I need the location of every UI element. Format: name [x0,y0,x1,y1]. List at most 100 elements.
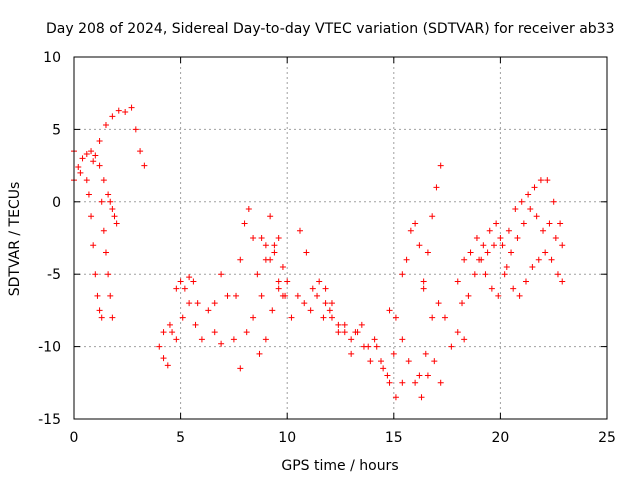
x-tick-label: 0 [70,430,79,446]
data-point [115,107,122,114]
data-point [418,394,425,401]
data-point [250,314,257,321]
data-point [254,271,261,278]
data-point [164,362,171,369]
data-point [365,343,372,350]
data-point [205,307,212,314]
data-point [341,329,348,336]
data-point [105,271,112,278]
data-point [275,285,282,292]
data-point [271,242,278,249]
data-point [335,321,342,328]
series-arc-f [160,300,225,347]
series-arc-p [420,162,444,292]
data-point [322,285,329,292]
data-point [550,198,557,205]
data-point [100,177,107,184]
data-point [137,148,144,155]
data-point [113,220,120,227]
data-point [403,256,410,263]
data-point [307,307,314,314]
data-point [378,358,385,365]
data-point [122,109,129,116]
x-tick-label: 5 [176,430,185,446]
data-point [218,340,225,347]
data-point [160,355,167,362]
data-point [454,278,461,285]
data-point [527,206,534,213]
data-point [471,271,478,278]
data-point [186,300,193,307]
data-point [473,235,480,241]
series-arc-a [71,104,148,184]
data-point [262,336,269,343]
data-point [156,343,163,350]
data-point [173,336,180,343]
data-point [516,292,523,299]
x-axis-label: GPS time / hours [281,458,398,474]
data-point [98,314,105,321]
data-point [258,292,265,299]
data-point [250,235,257,241]
data-point [335,329,342,336]
data-point [416,242,423,249]
data-point [488,285,495,292]
data-point [88,213,95,220]
data-point [96,307,103,314]
data-point [279,263,286,270]
data-point [275,235,282,241]
y-tick-label: 10 [43,50,61,66]
data-point [96,162,103,169]
data-point [352,329,359,336]
series-arc-k [296,227,355,343]
data-point [301,300,308,307]
series-arc-j [275,285,333,321]
data-point [465,292,472,299]
data-point [510,285,517,292]
data-point [461,256,468,263]
series-arc-b [71,148,120,227]
data-point [88,148,95,155]
data-point [484,249,491,256]
data-point [316,278,323,285]
data-point [92,152,99,159]
data-point [348,336,355,343]
data-point [386,379,393,386]
data-point [303,249,310,256]
data-point [256,350,263,357]
data-point [435,300,442,307]
series-arc-g [211,271,276,372]
data-point [441,314,448,321]
data-point [100,227,107,234]
data-point [384,372,391,379]
data-point [288,314,295,321]
chart-title: Day 208 of 2024, Sidereal Day-to-day VTE… [46,21,615,37]
series-arc-n [386,307,444,401]
data-point [237,256,244,263]
series-arc-e [156,274,201,369]
data-point [105,191,112,198]
data-point [420,285,427,292]
data-point [267,256,274,263]
data-point [107,198,114,205]
data-point [271,249,278,256]
data-point [373,343,380,350]
data-point [508,249,515,256]
y-tick-label: -15 [38,412,61,428]
x-tick-label: 15 [385,430,403,446]
series-arc-q [416,300,468,379]
data-point [501,271,508,278]
data-point [190,278,197,285]
data-point [497,235,504,241]
data-point [399,379,406,386]
data-point [480,242,487,249]
data-point [424,372,431,379]
data-point [128,104,135,111]
data-point [94,292,101,299]
data-point [181,285,188,292]
data-point [478,256,485,263]
data-point [309,285,316,292]
data-point [198,336,205,343]
data-point [90,158,97,165]
series-arc-h [233,206,286,299]
